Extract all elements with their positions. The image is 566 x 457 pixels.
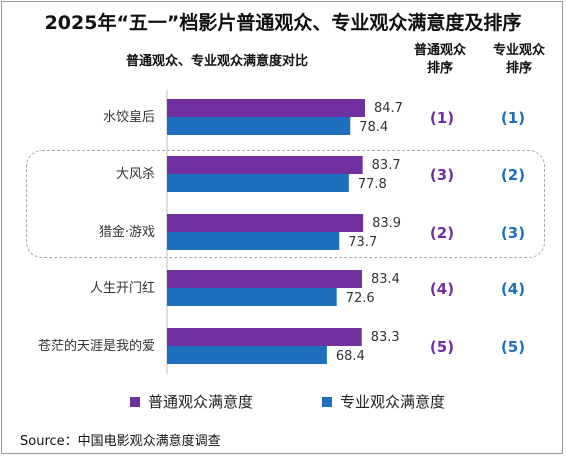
bar-public	[167, 270, 362, 288]
rank-professional: (3)	[501, 224, 525, 242]
legend-label-public: 普通观众满意度	[148, 393, 254, 411]
data-label-public: 83.9	[372, 216, 401, 231]
category-label: 大风杀	[116, 167, 155, 182]
rank-header-public: 普通观众 排序	[400, 42, 480, 78]
bar-public	[167, 214, 364, 232]
rank-header-public-line2: 排序	[426, 61, 453, 76]
data-label-public: 83.7	[372, 158, 401, 173]
bar-public	[167, 99, 365, 117]
source-note: Source：中国电影观众满意度调查	[20, 434, 221, 449]
rank-public: (1)	[430, 109, 454, 127]
highlight-dashed-box	[26, 150, 545, 258]
rank-header-public-line1: 普通观众	[413, 43, 466, 58]
category-label: 猎金·游戏	[99, 224, 155, 240]
rank-public: (5)	[430, 338, 454, 356]
bar-public	[167, 328, 362, 346]
rank-professional: (5)	[501, 338, 525, 356]
rank-header-professional-line2: 排序	[505, 61, 532, 76]
legend-public: 普通观众满意度	[130, 391, 253, 412]
rank-header-professional: 专业观众 排序	[479, 42, 559, 78]
bar-professional	[167, 232, 340, 250]
data-label-professional: 72.6	[346, 291, 375, 306]
bar-professional	[167, 117, 351, 135]
rank-professional: (4)	[501, 280, 525, 298]
category-label: 人生开门红	[90, 280, 155, 296]
data-label-public: 83.3	[371, 330, 400, 345]
legend-swatch-public	[130, 396, 140, 407]
bar-professional	[167, 174, 349, 192]
bar-professional	[167, 288, 337, 306]
legend-swatch-professional	[322, 396, 332, 407]
data-label-professional: 78.4	[359, 120, 388, 135]
data-label-professional: 77.8	[358, 177, 387, 192]
data-label-professional: 68.4	[336, 349, 365, 364]
data-label-public: 83.4	[371, 272, 400, 287]
rank-public: (3)	[430, 166, 454, 184]
category-label: 水饺皇后	[103, 110, 155, 125]
category-label: 苍茫的天涯是我的爱	[38, 338, 155, 354]
bar-public	[167, 156, 363, 174]
rank-professional: (1)	[501, 109, 525, 127]
rank-public: (2)	[430, 224, 454, 242]
chart-subtitle: 普通观众、专业观众满意度对比	[125, 54, 308, 69]
rank-public: (4)	[430, 280, 454, 298]
bar-professional	[167, 346, 327, 364]
legend-professional: 专业观众满意度	[322, 391, 445, 412]
legend-label-professional: 专业观众满意度	[340, 393, 446, 411]
rank-professional: (2)	[501, 166, 525, 184]
data-label-professional: 73.7	[348, 235, 377, 250]
rank-header-professional-line1: 专业观众	[492, 43, 545, 58]
chart-title: 2025年“五一”档影片普通观众、专业观众满意度及排序	[44, 12, 522, 34]
data-label-public: 84.7	[374, 101, 403, 116]
